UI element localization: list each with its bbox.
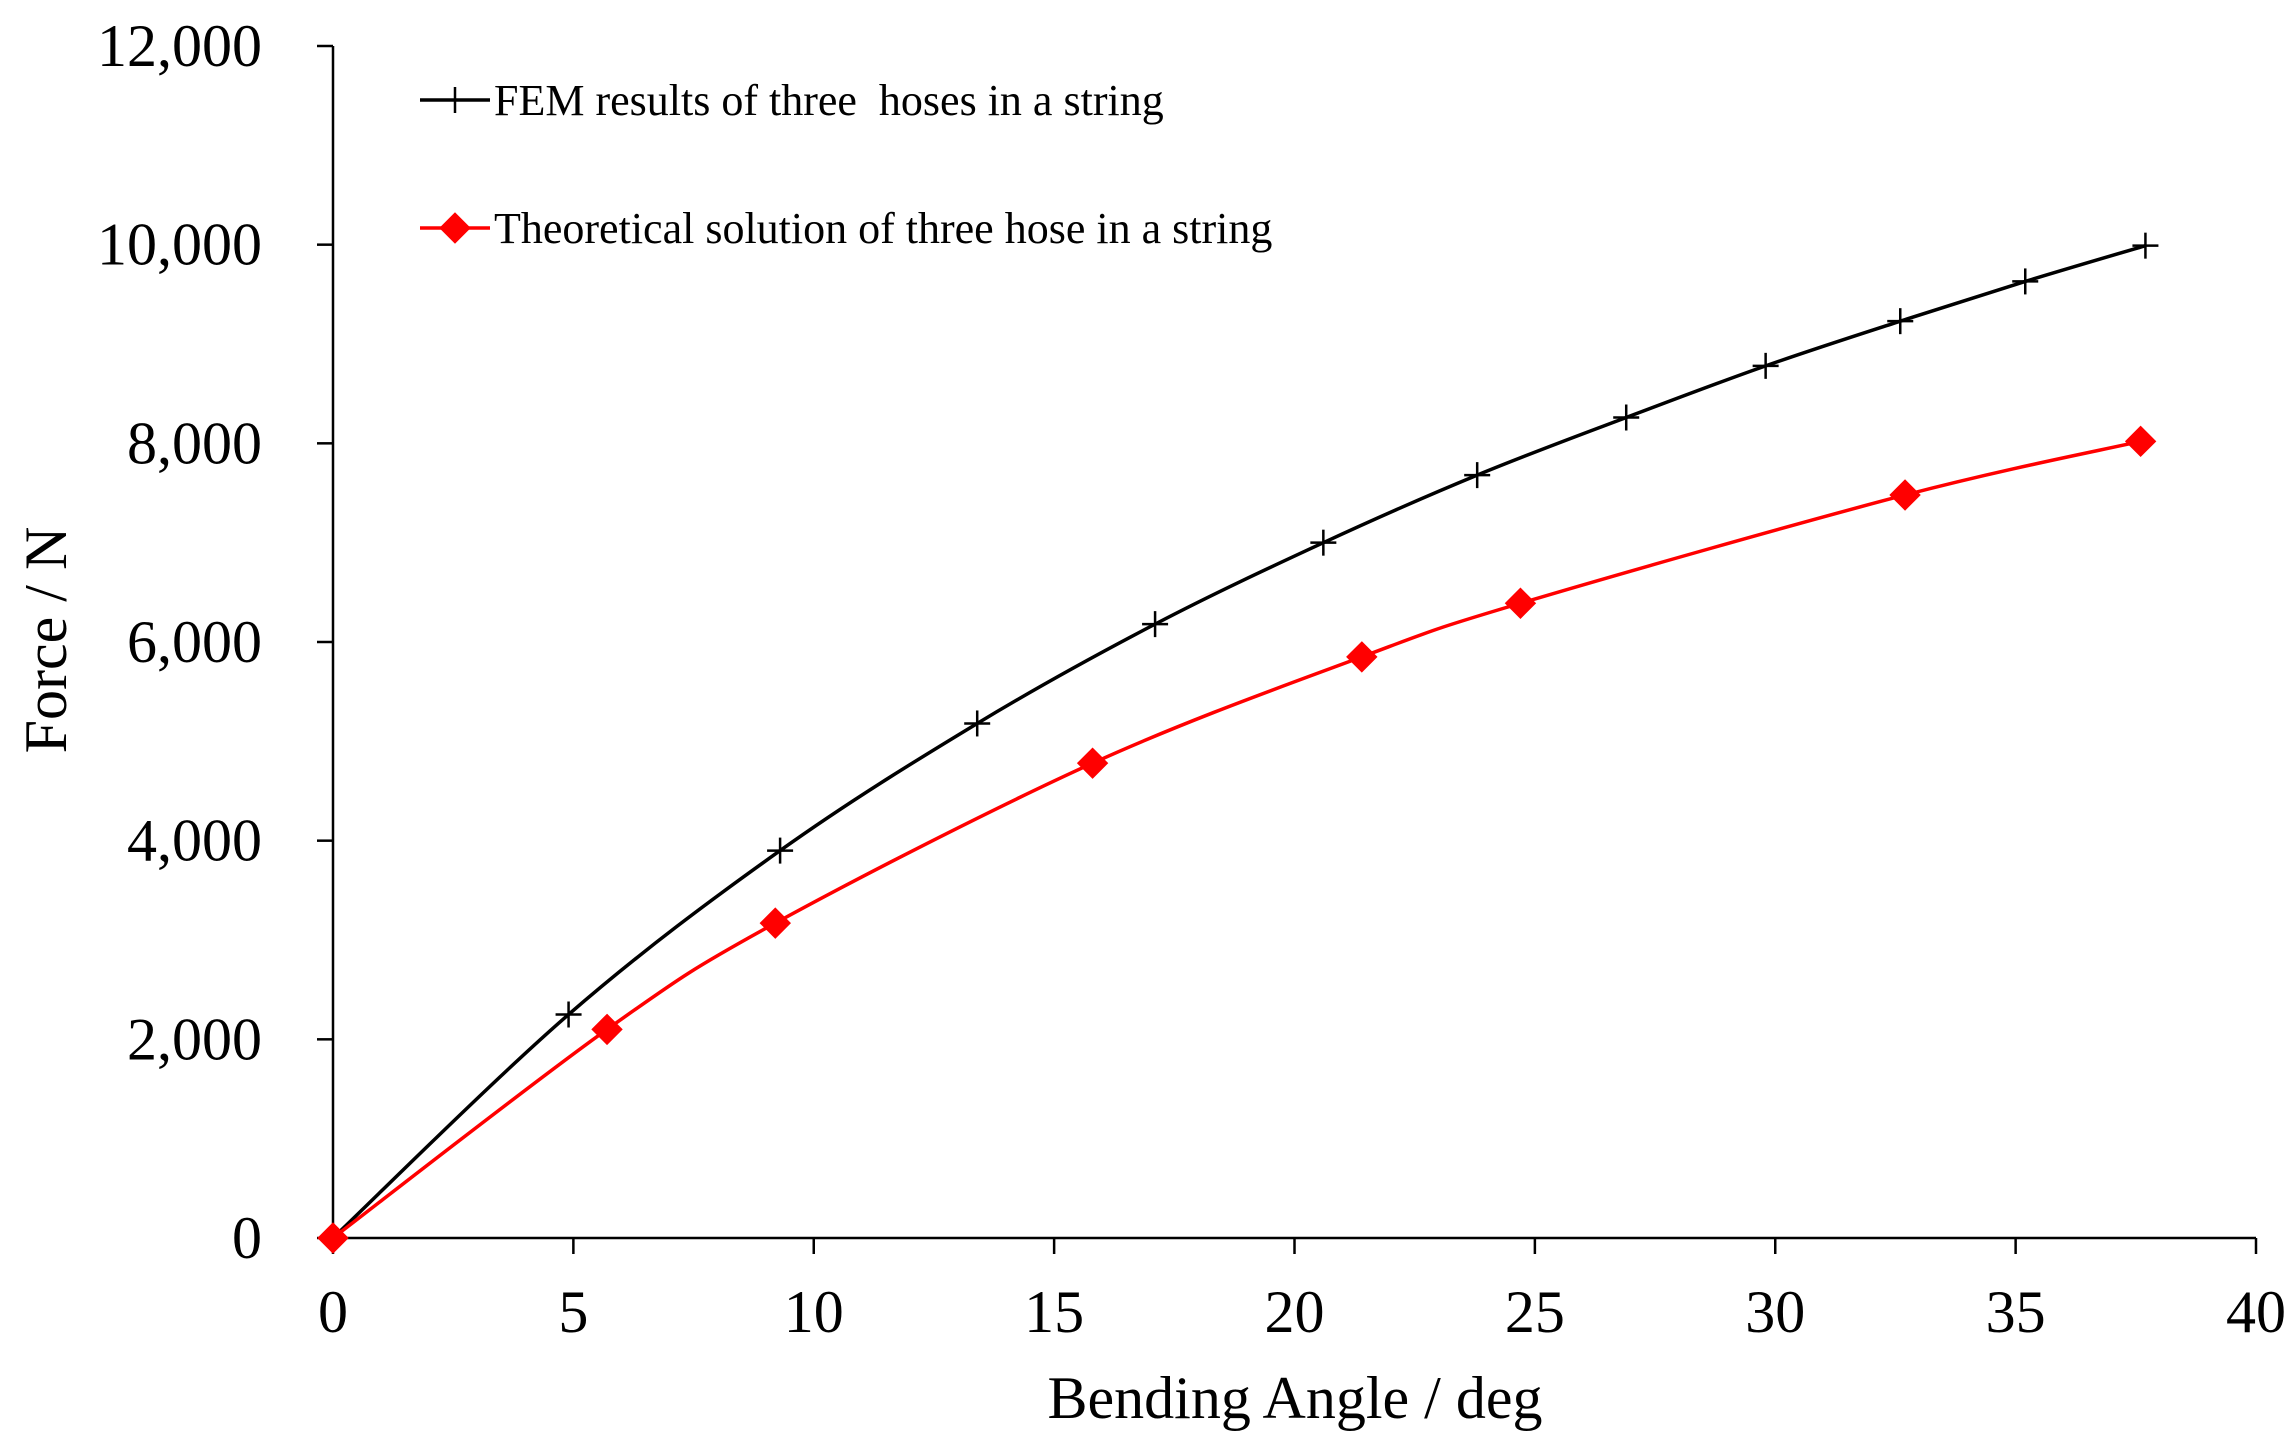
series-1-point	[1752, 352, 1779, 379]
legend-label: Theoretical solution of three hose in a …	[494, 204, 1272, 253]
legend-marker	[442, 87, 468, 113]
x-axis-title: Bending Angle / deg	[1048, 1365, 1543, 1431]
x-tick-label: 20	[1265, 1279, 1325, 1345]
series-2-point	[759, 907, 791, 939]
series-2	[317, 425, 2157, 1254]
series-1-point	[555, 1001, 582, 1028]
legend: FEM results of three hoses in a string Th…	[420, 76, 1272, 253]
axes: 0 2,000 4,000 6,000 8,000 10,000 12,000 0 5 10 15 2…	[13, 13, 2286, 1431]
series-2-point	[591, 1013, 623, 1046]
series-2-line	[331, 439, 2142, 1240]
x-tick-label: 40	[2226, 1279, 2286, 1345]
y-tick-label: 10,000	[97, 212, 262, 278]
series-2-point	[317, 1222, 349, 1254]
series-1-point	[2012, 268, 2039, 295]
x-tick-label: 10	[784, 1279, 844, 1345]
y-tick-label: 12,000	[97, 13, 262, 79]
x-tick-label: 30	[1745, 1279, 1805, 1345]
series-1-point	[964, 710, 991, 737]
series-1-point	[1142, 611, 1169, 638]
legend-item-2: Theoretical solution of three hose in a …	[420, 204, 1272, 253]
x-tick-label: 0	[318, 1279, 348, 1345]
series-layer	[317, 232, 2159, 1254]
y-tick-label: 4,000	[127, 808, 262, 874]
series-2-point	[1889, 479, 1921, 511]
series-1-point	[1464, 462, 1491, 489]
series-2-point	[1346, 641, 1378, 673]
series-1-point	[2132, 232, 2159, 259]
y-tick-label: 0	[232, 1205, 262, 1271]
series-1	[320, 232, 2159, 1251]
series-2-point	[2124, 425, 2157, 458]
series-1-point	[767, 837, 794, 864]
series-2-point	[1076, 747, 1109, 779]
x-tick-label: 5	[558, 1279, 588, 1345]
series-1-point	[1310, 529, 1337, 556]
x-tick-label: 15	[1024, 1279, 1084, 1345]
y-tick-label: 2,000	[127, 1006, 262, 1072]
legend-marker	[439, 212, 471, 244]
legend-label: FEM results of three hoses in a string	[494, 76, 1164, 125]
legend-item-1: FEM results of three hoses in a string	[420, 76, 1164, 125]
x-tick-label: 35	[1986, 1279, 2046, 1345]
y-tick-label: 6,000	[127, 609, 262, 675]
y-tick-label: 8,000	[127, 410, 262, 476]
x-tick-label: 25	[1505, 1279, 1565, 1345]
series-1-line	[331, 243, 2146, 1240]
series-2-point	[1504, 587, 1537, 619]
series-1-point	[1887, 308, 1914, 335]
y-axis-title: Force / N	[13, 527, 79, 754]
series-1-point	[1613, 404, 1640, 431]
